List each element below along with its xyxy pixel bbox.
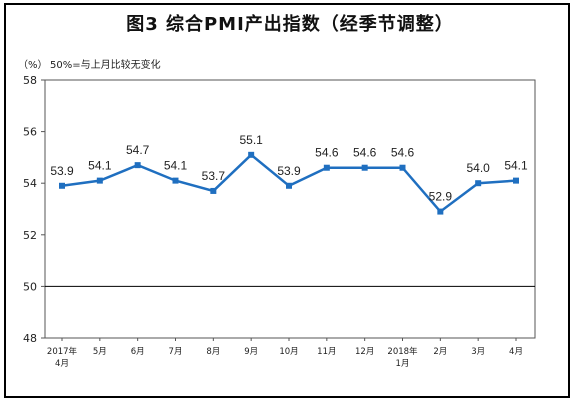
x-tick-label: 2018年 1月: [387, 346, 418, 369]
data-label: 53.9: [277, 164, 301, 178]
plot-area-border: [44, 79, 536, 339]
chart-note: 50%=与上月比较无变化: [50, 60, 161, 71]
data-label: 54.1: [164, 159, 188, 173]
data-label: 53.7: [202, 169, 226, 183]
y-unit-label: （%）: [18, 60, 48, 71]
x-tick-label: 11月: [317, 347, 336, 357]
x-tick-label: 5月: [93, 347, 107, 357]
data-point: [286, 182, 292, 189]
x-tick-label: 12月: [355, 347, 374, 357]
x-tick-label: 2月: [433, 347, 447, 357]
data-label: 55.1: [239, 133, 263, 147]
chart-frame: [4, 3, 570, 398]
data-label: 53.9: [50, 164, 74, 178]
x-tick-label: 10月: [279, 347, 298, 357]
data-point: [59, 182, 65, 189]
data-point: [248, 151, 255, 158]
x-tick-label: 2017年 4月: [47, 346, 78, 369]
data-label: 54.6: [315, 146, 339, 160]
data-label: 54.1: [504, 159, 528, 173]
data-point: [96, 177, 103, 184]
chart-title: 图3 综合PMI产出指数（经季节调整）: [126, 14, 454, 35]
x-tick-label: 3月: [471, 347, 485, 357]
y-tick-label: 58: [23, 74, 37, 87]
data-label: 54.6: [353, 146, 377, 160]
data-point: [134, 162, 141, 169]
data-point: [399, 164, 406, 171]
x-tick-label: 8月: [206, 347, 220, 357]
data-label: 52.9: [429, 190, 453, 204]
x-tick-label: 9月: [244, 347, 258, 357]
data-label: 54.6: [391, 146, 415, 160]
data-label: 54.0: [466, 161, 490, 175]
data-point: [361, 164, 368, 171]
data-point: [172, 177, 179, 184]
data-point: [323, 164, 330, 171]
data-label: 54.7: [126, 143, 150, 157]
data-point: [513, 177, 519, 184]
y-tick-label: 56: [23, 126, 37, 139]
data-point: [437, 208, 444, 215]
x-tick-label: 4月: [509, 347, 523, 357]
y-tick-label: 48: [23, 332, 37, 345]
y-tick-label: 50: [23, 280, 37, 293]
data-point: [475, 180, 482, 187]
x-tick-label: 6月: [131, 347, 145, 357]
y-tick-label: 52: [23, 229, 37, 242]
y-tick-label: 54: [23, 177, 37, 190]
data-label: 54.1: [88, 159, 112, 173]
data-point: [210, 187, 217, 194]
x-tick-label: 7月: [169, 347, 183, 357]
